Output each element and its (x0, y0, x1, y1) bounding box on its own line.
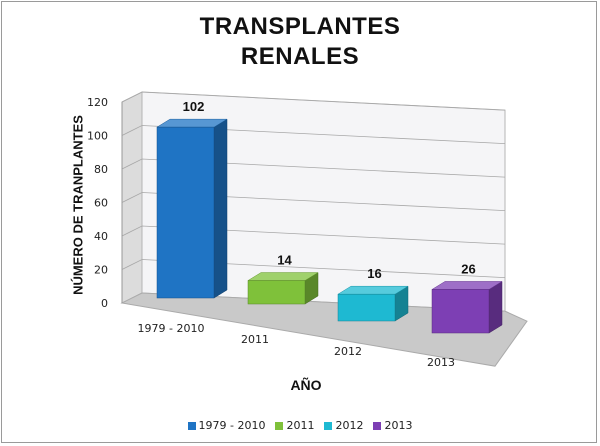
y-tick-label: 20 (94, 264, 108, 277)
y-tick-label: 120 (87, 96, 108, 109)
chart-title-line-2: RENALES (240, 43, 360, 70)
bar (431, 281, 503, 334)
legend-label: 1979 - 2010 (198, 419, 266, 432)
gridline (121, 125, 506, 145)
y-tick-label: 100 (87, 130, 108, 143)
y-tick-label: 60 (94, 197, 108, 210)
legend-label: 2011 (286, 419, 315, 432)
bar-side-face (488, 281, 503, 334)
data-label: 102 (183, 99, 205, 114)
legend-item: 2011 (275, 419, 314, 432)
plot-floor (120, 292, 528, 367)
legend-swatch (275, 421, 284, 430)
gridline (121, 225, 506, 245)
data-label: 26 (461, 261, 475, 276)
chart-legend: 1979 - 2010 2011 2012 2013 (0, 419, 600, 432)
y-tick-label: 80 (94, 163, 108, 176)
legend-label: 2012 (335, 419, 364, 432)
y-tick-label: 0 (101, 297, 108, 310)
data-label: 14 (277, 253, 292, 268)
legend-item: 1979 - 2010 (187, 419, 266, 432)
gridline (121, 192, 506, 212)
gridline (121, 158, 506, 178)
y-tick-label: 40 (94, 230, 108, 243)
bar-front-face (431, 289, 490, 334)
legend-item: 2013 (373, 419, 412, 432)
x-axis-label: AÑO (290, 377, 322, 393)
x-tick-label: 2013 (427, 356, 455, 369)
data-label: 16 (367, 266, 381, 281)
bar (247, 272, 319, 305)
gridline (121, 259, 506, 279)
legend-label: 2013 (384, 419, 413, 432)
legend-swatch (373, 421, 382, 430)
bar (337, 285, 409, 322)
bar-front-face (156, 126, 215, 299)
bar-front-face (337, 293, 396, 322)
chart-title: TRANSPLANTES RENALES (0, 12, 600, 72)
legend-swatch (324, 421, 333, 430)
bar-front-face (247, 280, 306, 305)
bar-side-face (213, 118, 228, 299)
chart-title-line-1: TRANSPLANTES (199, 13, 401, 40)
legend-swatch (187, 421, 196, 430)
x-tick-label: 1979 - 2010 (138, 322, 205, 335)
legend-item: 2012 (324, 419, 363, 432)
x-tick-label: 2011 (241, 333, 269, 346)
bar (156, 118, 228, 299)
x-tick-label: 2012 (334, 345, 362, 358)
gridline (121, 91, 506, 111)
